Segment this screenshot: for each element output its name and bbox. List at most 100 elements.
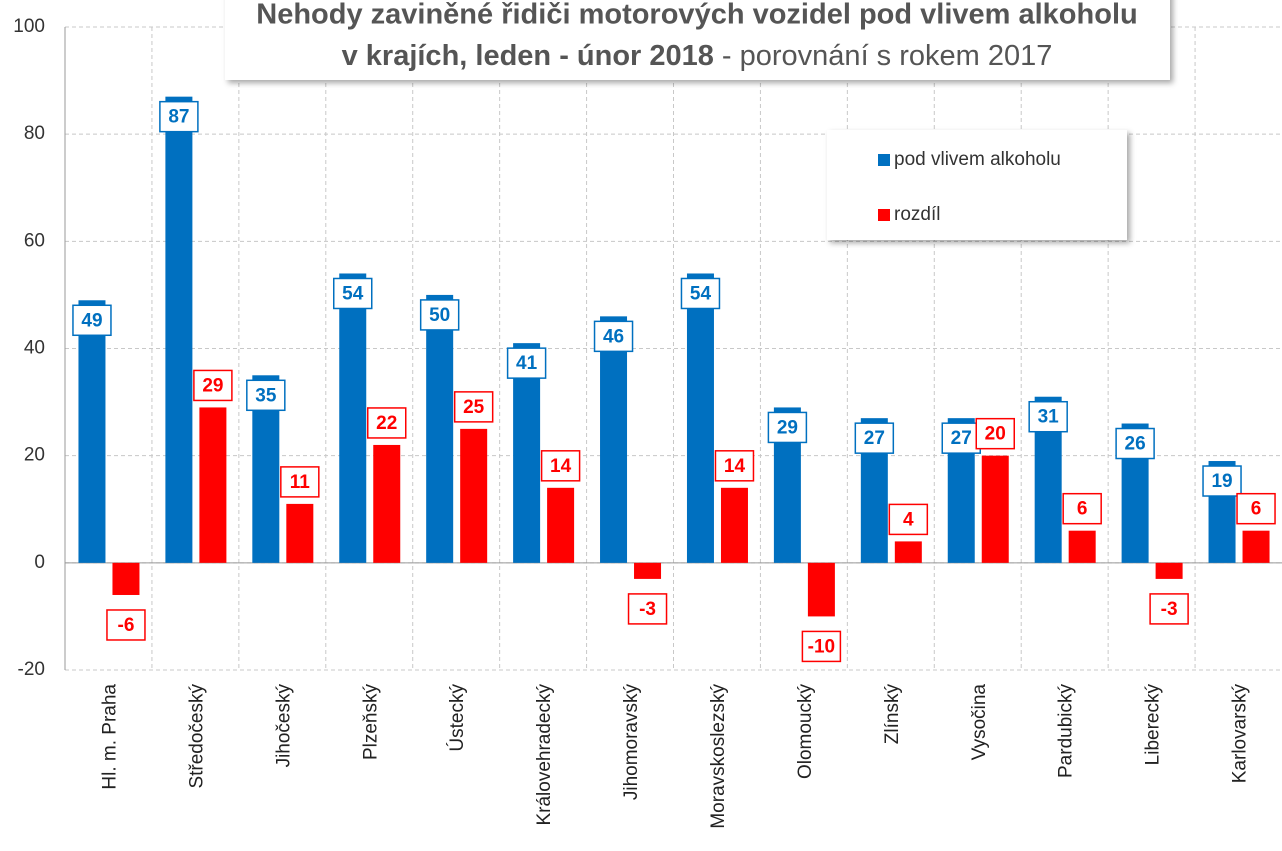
data-label: 50 [429,305,450,326]
data-label-box [1236,492,1276,525]
data-label: 54 [690,283,712,304]
data-label-box [72,304,112,337]
y-tick-label: 20 [24,445,45,466]
bar [634,562,662,579]
legend-label: pod vlivem alkoholu [894,149,1061,170]
bar [286,503,314,563]
x-tick-label: Zlínský [882,684,903,745]
bar [112,562,140,595]
data-label-box [854,422,895,454]
x-tick-label: Ústecký [446,684,468,752]
data-label: 41 [516,353,538,374]
data-label: -3 [639,599,656,620]
x-tick-label: Karlovarský [1230,684,1251,784]
data-label: 11 [290,472,311,493]
legend-swatch [878,209,890,221]
data-label: 27 [951,428,972,449]
data-label: 14 [724,456,746,477]
y-tick-label: -20 [18,659,45,680]
bar [600,316,628,563]
data-label: 6 [1251,499,1262,520]
title-box [225,0,1170,80]
data-label-box [280,466,320,498]
bar [807,562,835,617]
data-label-box [1062,492,1102,525]
y-tick-label: 40 [24,338,45,359]
legend-box [827,130,1127,240]
bar [199,407,227,563]
subtitle-bold: v krajích, leden - únor 2018 [342,40,714,72]
data-label-box [540,450,581,482]
x-tick-label: Liberecký [1143,684,1164,766]
y-tick-label: 0 [34,552,45,573]
bar [981,455,1009,563]
bar [373,444,401,563]
data-label: 25 [463,397,485,418]
x-tick-label: Jihomoravský [621,684,642,801]
data-label-box [627,593,668,625]
y-tick-label: 80 [24,123,45,144]
bar [460,428,488,563]
data-label-box [367,407,407,439]
bar [165,96,193,563]
data-label: 31 [1038,407,1060,428]
data-label-box [1149,593,1189,625]
data-label-box [975,417,1015,450]
y-tick-label: 60 [24,230,45,251]
data-label-box [714,450,755,482]
x-tick-label: Jihočeský [273,684,294,768]
bar [547,487,575,563]
bar [894,541,922,563]
data-label-box [1115,427,1155,460]
data-label: 26 [1125,434,1146,455]
bar [686,273,714,563]
data-label: -6 [118,615,135,636]
data-label-box [888,503,929,536]
x-tick-label: Pardubický [1056,684,1077,778]
data-label-box [333,277,373,310]
x-tick-label: Královehradecký [534,684,555,826]
data-label: 54 [342,283,364,304]
subtitle-rest: - porovnání s rokem 2017 [722,40,1052,72]
data-label: 29 [777,417,798,438]
data-label-box [159,100,199,133]
x-tick-label: Středočeský [186,684,207,789]
y-tick-label: 100 [13,16,45,37]
data-label: 49 [81,310,102,331]
data-label-box [1202,465,1242,497]
data-label: 87 [168,107,189,128]
data-label: -3 [1161,599,1178,620]
bar [1155,562,1183,579]
bar [1068,530,1096,563]
bar [720,487,748,563]
legend-swatch [878,154,890,166]
data-label: 27 [864,428,885,449]
data-label-box [106,609,146,641]
data-label: -10 [808,636,835,657]
data-label: 6 [1077,499,1088,520]
bar [513,343,541,563]
data-label-box [419,299,460,331]
data-label-box [680,277,721,310]
x-tick-label: Moravskoslezský [708,684,729,829]
chart-title: Nehody zaviněné řidiči motorových vozide… [256,0,1137,31]
x-tick-label: Vysočina [969,684,990,761]
bar [339,273,367,563]
data-label: 14 [550,456,572,477]
chart-subtitle: v krajích, leden - únor 2018- porovnání … [342,40,1053,72]
data-label-box [1028,400,1068,433]
data-label: 19 [1211,471,1232,492]
bar [78,300,106,563]
data-label: 29 [202,375,223,396]
legend-label: rozdíl [894,204,940,225]
data-label: 22 [376,413,397,434]
data-label: 35 [255,385,277,406]
bar [426,294,454,563]
data-label-box [453,391,494,423]
x-tick-label: Hl. m. Praha [99,684,120,790]
data-label-box [801,630,842,663]
x-tick-label: Olomoucký [795,684,816,780]
data-label-box [193,369,233,402]
data-label-box [246,379,286,412]
